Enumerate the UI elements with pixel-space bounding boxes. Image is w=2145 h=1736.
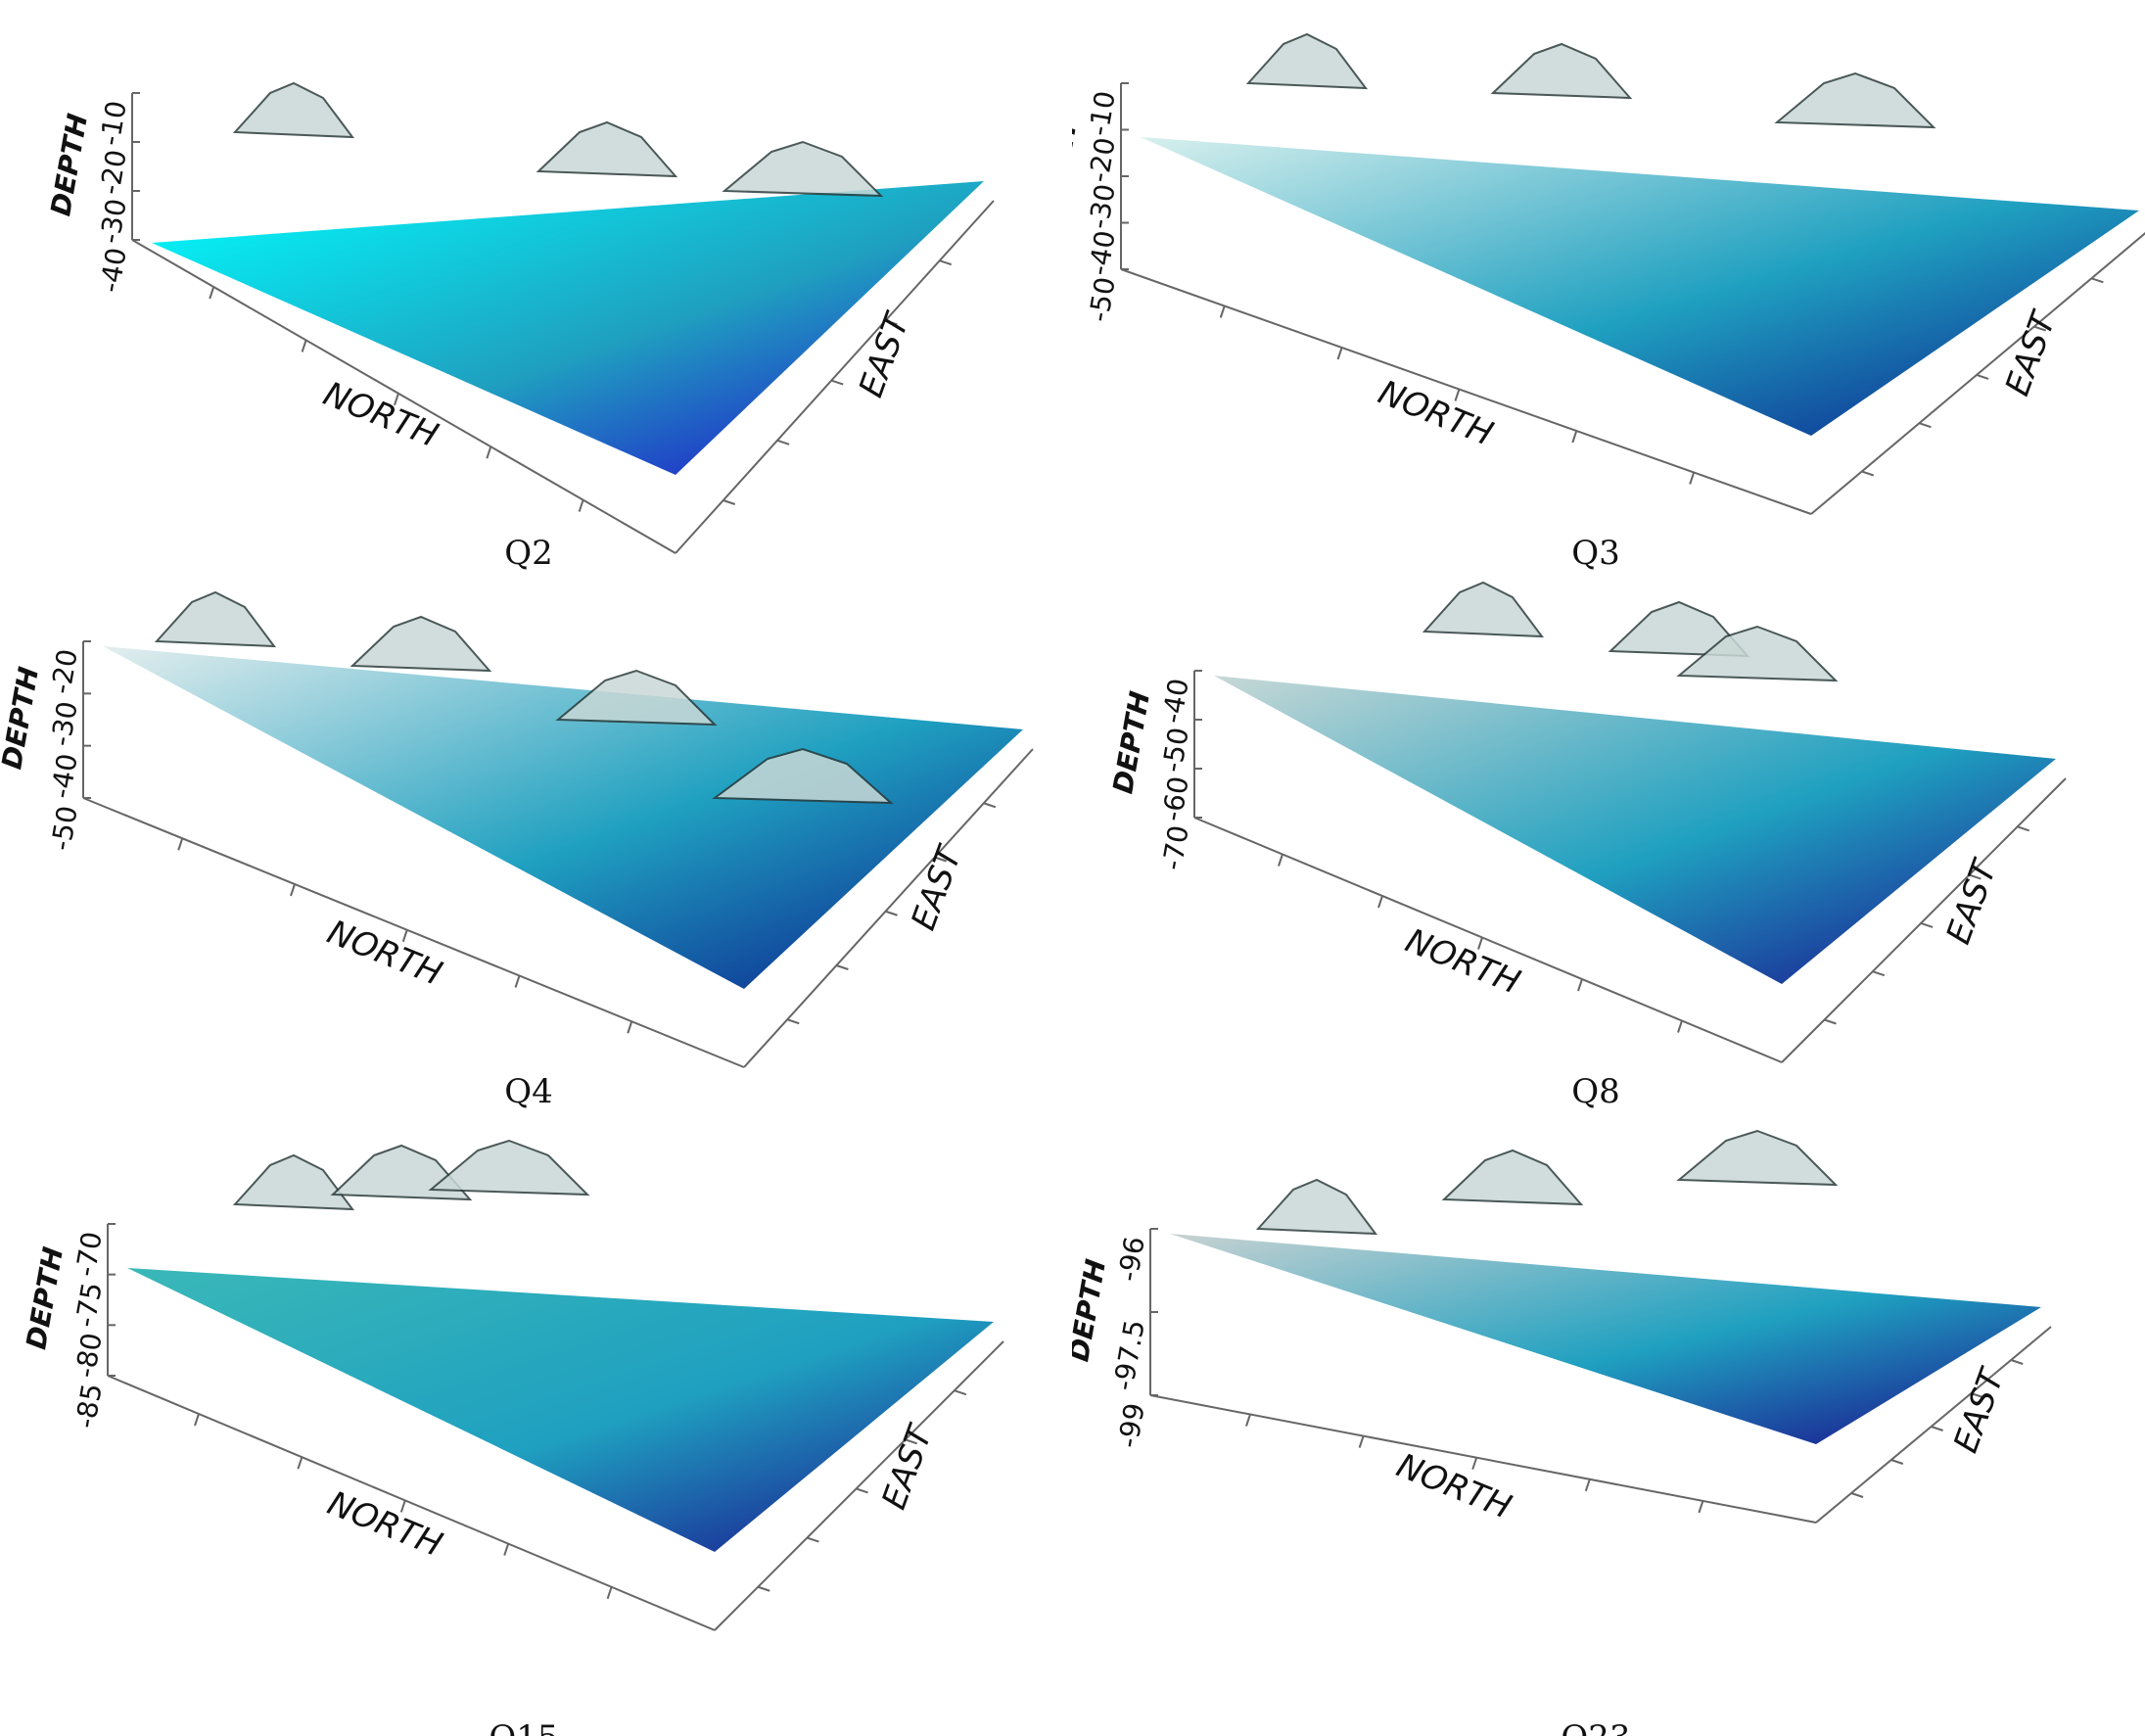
z-tick-label: -30: [1082, 181, 1121, 231]
z-tick-label: -99: [1111, 1400, 1150, 1450]
panel-caption: Q4: [504, 1072, 553, 1111]
y-axis-label: EAST: [874, 1419, 941, 1515]
axes: [82, 641, 1034, 1068]
z-tick-label: -85: [69, 1381, 108, 1431]
z-tick-label: -30: [93, 196, 132, 246]
y-axis-label: EAST: [1938, 854, 2005, 950]
z-axis-label: DEPTH: [1072, 121, 1083, 229]
z-tick-label: -75: [69, 1280, 108, 1330]
surface-plot: -96 -97.5 -99 DEPTH NORTH EAST: [1072, 1129, 2052, 1527]
z-axis-label: DEPTH: [1072, 1257, 1112, 1365]
relief-features: [1255, 1129, 1839, 1236]
depth-surface: [1214, 676, 2056, 984]
z-tick-label: -80: [69, 1331, 108, 1381]
panel-caption: Q2: [504, 534, 553, 573]
axes: [131, 93, 995, 554]
x-axis-label: NORTH: [1373, 373, 1498, 454]
z-tick-label: -50: [1082, 274, 1121, 324]
z-tick-label: -40: [1155, 676, 1194, 726]
z-tick-label: -70: [69, 1229, 108, 1279]
z-axis-label: DEPTH: [44, 112, 94, 219]
axes: [1193, 671, 2067, 1063]
panel-q15: -70-75-80-85DEPTHNORTHEASTQ15: [0, 1116, 1072, 1736]
panel-caption: Q8: [1571, 1072, 1620, 1111]
x-axis-label: NORTH: [322, 1483, 447, 1565]
z-ticks: -40-50-60-70: [1155, 670, 1202, 872]
z-ticks: -70-75-80-85: [69, 1223, 116, 1431]
depth-surface: [1170, 1234, 2041, 1444]
z-tick-label: -70: [1155, 822, 1194, 872]
axes: [107, 1224, 1004, 1631]
relief-features: [1422, 581, 1839, 682]
z-ticks: -10-20-30-40-50: [1082, 82, 1129, 324]
z-tick-label: -97.5: [1107, 1317, 1151, 1392]
panel-caption: Q15: [489, 1718, 558, 1736]
z-tick-label: -40: [93, 245, 132, 295]
z-ticks: -20-30-40-50: [44, 640, 91, 853]
panel-q4: -20 -30 -40 -50 DEPTH NORTH EAST Q4: [0, 578, 1072, 1116]
panel-q8: -40 -50 -60 -70 DEPTH NORTH EAST Q8: [1072, 578, 2145, 1116]
y-axis-label: EAST: [1998, 305, 2065, 401]
panel-q23: -96 -97.5 -99 DEPTH NORTH EAST Q23: [1072, 1116, 2145, 1736]
z-axis-label: DEPTH: [0, 665, 45, 773]
z-axis-label: DEPTH: [20, 1244, 70, 1352]
z-tick-label: -50: [1155, 725, 1194, 774]
z-tick-label: -96: [1111, 1234, 1150, 1284]
z-tick-label: -20: [1082, 135, 1121, 185]
relief-features: [154, 590, 894, 805]
panel-caption: Q3: [1571, 534, 1620, 573]
depth-surface: [152, 181, 984, 475]
panel-q2: -10 -20 -30 -40 DEPTH NORTH EAST Q2: [0, 0, 1072, 578]
y-axis-label: EAST: [1946, 1362, 2013, 1458]
x-axis-label: NORTH: [318, 374, 443, 455]
depth-surface: [103, 646, 1023, 989]
relief-features: [1245, 32, 1936, 129]
x-axis-label: NORTH: [1400, 921, 1525, 1003]
z-tick-label: -30: [44, 699, 83, 749]
z-tick-label: -20: [44, 646, 83, 696]
z-tick-label: -40: [1082, 228, 1121, 278]
z-tick-label: -20: [93, 147, 132, 197]
x-axis-label: NORTH: [1391, 1446, 1516, 1527]
panel-caption: Q23: [1561, 1718, 1630, 1736]
y-axis-label: EAST: [852, 306, 918, 402]
depth-surface: [127, 1268, 994, 1552]
depth-surface: [1141, 137, 2139, 436]
relief-features: [232, 1139, 590, 1211]
relief-features: [232, 81, 884, 198]
z-tick-label: -10: [1082, 88, 1121, 138]
y-axis-label: EAST: [904, 840, 970, 936]
z-tick-label: -50: [44, 803, 83, 853]
x-axis-label: NORTH: [322, 913, 447, 994]
z-tick-label: -10: [93, 98, 132, 148]
panel-q3: -10 -20 -30 -40 -50 DEPTH NORTH EAST Q3: [1072, 0, 2145, 578]
z-axis-label: DEPTH: [1106, 689, 1156, 797]
z-tick-label: -40: [44, 751, 83, 801]
z-tick-label: -60: [1155, 774, 1194, 823]
z-ticks: -10-20-30-40: [93, 92, 140, 295]
